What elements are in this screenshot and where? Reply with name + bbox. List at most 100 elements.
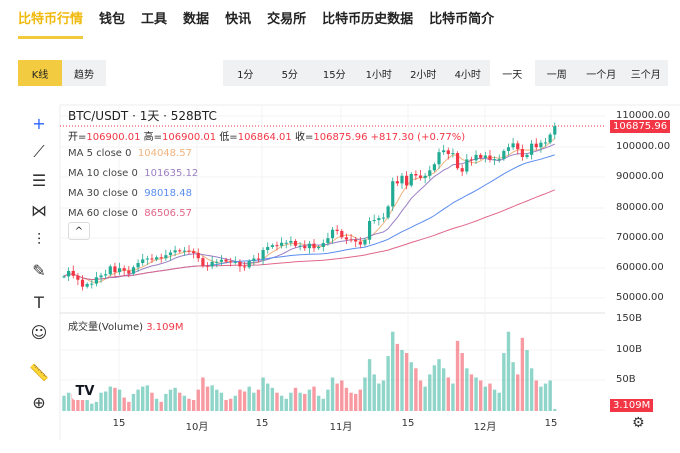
change-value: +817.30 (+0.77%) (370, 132, 466, 143)
volume-label: 成交量(Volume) (68, 322, 143, 333)
last-volume-tag: 3.109M (610, 399, 654, 412)
nav-tab-news[interactable]: 快讯 (225, 12, 252, 27)
volume-bar (492, 389, 497, 411)
settings-gear-icon[interactable]: ⚙ (632, 415, 645, 431)
kline-button[interactable]: K线 (18, 60, 62, 86)
volume-bar (330, 377, 335, 411)
volume-bar (372, 374, 376, 411)
low-value: 106864.01 (237, 132, 292, 143)
ruler-icon[interactable]: 📏 (29, 362, 49, 382)
pattern-icon[interactable]: ⋈ (31, 200, 47, 220)
volume-tick: 150B (616, 313, 642, 324)
interval-2h[interactable]: 2小时 (410, 69, 437, 81)
ma-label: MA 10 close 0 (68, 168, 138, 179)
candle-body (256, 258, 261, 260)
candle-body (62, 276, 66, 278)
volume-bar (404, 353, 409, 411)
volume-bar (191, 400, 196, 411)
volume-bar (483, 386, 488, 411)
nav-tab-btc-history[interactable]: 比特币历史数据 (322, 12, 414, 27)
candle-body (367, 220, 372, 240)
symbol-title: BTC/USDT · 1天 · 528BTC (68, 109, 217, 123)
candle-body (553, 126, 557, 135)
fib-icon[interactable]: ⫶ (36, 230, 41, 249)
candle-body (418, 175, 423, 178)
volume-bar (520, 337, 525, 411)
emoji-icon[interactable]: ☺ (30, 322, 48, 342)
crosshair-icon[interactable]: + (32, 113, 46, 133)
volume-bar (516, 374, 520, 411)
volume-bar (99, 392, 103, 411)
interval-1w[interactable]: 一周 (546, 69, 567, 81)
nav-tab-btc-market[interactable]: 比特币行情 (18, 8, 84, 39)
low-label: 低= (219, 132, 238, 143)
horizontal-lines-icon[interactable]: ☰ (31, 170, 47, 190)
candle-body (122, 268, 126, 271)
brush-icon[interactable]: ✎ (32, 260, 46, 280)
interval-15m[interactable]: 15分 (322, 69, 346, 81)
text-icon[interactable]: T (34, 292, 44, 312)
candle-body (488, 155, 492, 160)
volume-bar (71, 393, 75, 411)
candle-body (108, 266, 112, 275)
candle-body (534, 143, 538, 148)
candle-body (233, 261, 237, 263)
collapse-legend-button[interactable]: ^ (68, 222, 90, 240)
volume-bar (228, 398, 233, 411)
candle-body (358, 241, 362, 245)
volume-bar (266, 383, 270, 411)
volume-bar (131, 393, 136, 411)
candle-body (261, 250, 265, 260)
trend-line-icon[interactable]: ⟋ (33, 142, 45, 161)
candle-body (238, 261, 242, 267)
zoom-in-icon[interactable]: ⊕ (32, 392, 46, 412)
interval-1h[interactable]: 1小时 (365, 69, 392, 81)
open-value: 106900.01 (86, 132, 141, 143)
volume-bar (168, 389, 173, 411)
interval-3mo[interactable]: 三个月 (630, 69, 661, 81)
interval-5m[interactable]: 5分 (281, 69, 298, 81)
top-nav: 比特币行情 钱包 工具 数据 快讯 交易所 比特币历史数据 比特币简介 (18, 8, 494, 39)
volume-bar (312, 386, 316, 411)
interval-4h[interactable]: 4小时 (454, 69, 481, 81)
interval-1m[interactable]: 1分 (237, 69, 254, 81)
volume-bar (275, 392, 279, 411)
volume-bar (460, 353, 464, 411)
nav-tab-wallet[interactable]: 钱包 (99, 12, 126, 27)
ma5-legend[interactable]: MA 5 close 0 104048.57 (68, 148, 192, 159)
x-tick: 12月 (473, 422, 497, 433)
ma60-legend[interactable]: MA 60 close 0 86506.57 (68, 208, 192, 219)
volume-bar (335, 383, 339, 411)
volume-bar (497, 392, 501, 411)
candle-body (67, 270, 71, 277)
volume-bar (154, 398, 159, 411)
nav-tab-btc-intro[interactable]: 比特币简介 (429, 12, 495, 27)
candle-body (104, 274, 108, 276)
volume-bar (136, 389, 140, 411)
volume-bar (340, 380, 344, 411)
nav-tab-data[interactable]: 数据 (183, 12, 210, 27)
ma30-legend[interactable]: MA 30 close 0 98018.48 (68, 188, 192, 199)
candle-body (354, 239, 358, 242)
candle-body (423, 175, 427, 178)
volume-tick: 50B (616, 374, 636, 385)
candle-body (335, 229, 339, 231)
interval-1mo[interactable]: 一个月 (586, 69, 617, 81)
candle-body (474, 154, 478, 161)
nav-tab-tools[interactable]: 工具 (141, 12, 168, 27)
candle-body (219, 259, 224, 262)
ma10-legend[interactable]: MA 10 close 0 101635.12 (68, 168, 198, 179)
candle-body (145, 258, 149, 260)
nav-tab-exchanges[interactable]: 交易所 (267, 12, 307, 27)
candle-body (71, 270, 75, 276)
volume-bar (233, 395, 238, 411)
price-tick: 70000.00 (616, 232, 664, 243)
volume-bar (418, 380, 423, 411)
candle-body (303, 245, 307, 249)
volume-bar (178, 392, 182, 411)
volume-bar (85, 392, 89, 411)
trend-button[interactable]: 趋势 (74, 69, 94, 81)
volume-bar (391, 331, 395, 411)
interval-1d[interactable]: 一天 (490, 60, 535, 86)
